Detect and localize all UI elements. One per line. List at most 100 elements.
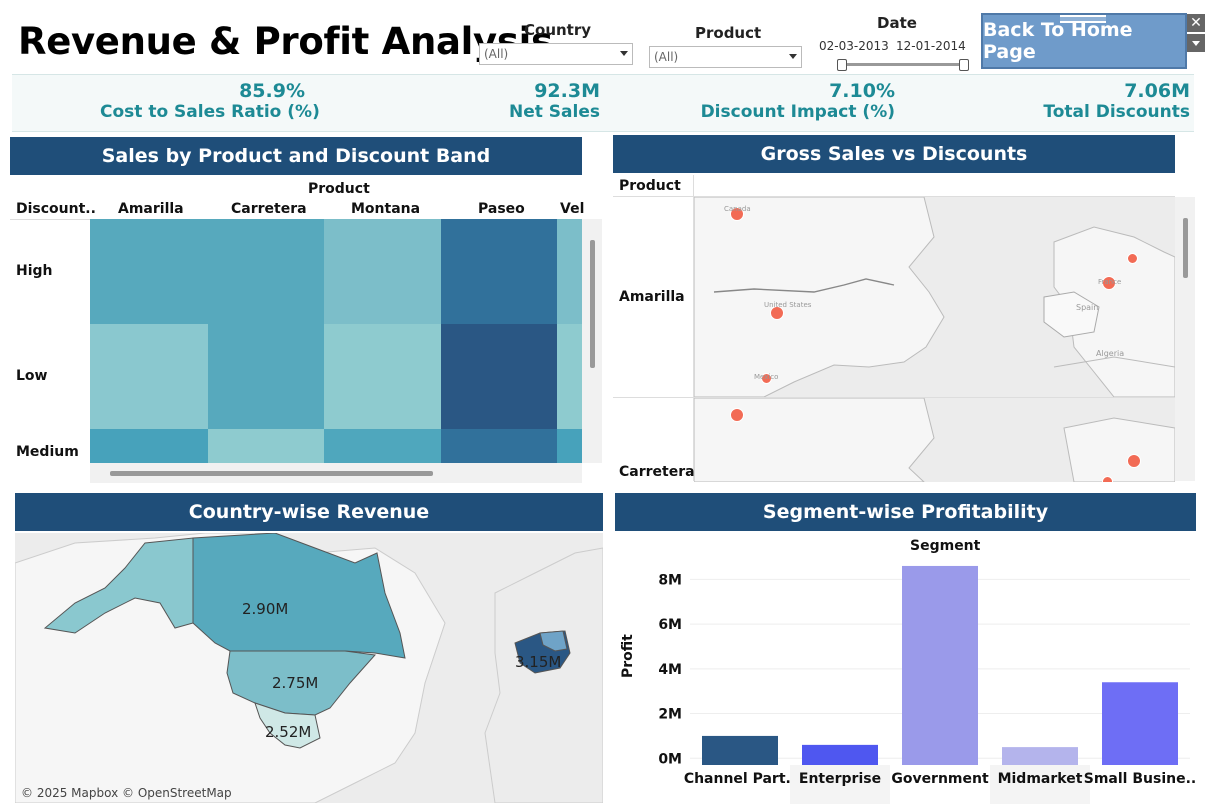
kpi-label: Total Discounts: [1043, 102, 1190, 122]
kpi-net-sales: 92.3M Net Sales: [395, 80, 600, 122]
date-slider-start-handle[interactable]: [837, 59, 847, 71]
category-label: Enterprise: [799, 771, 881, 787]
segment-bar-chart: 0M 2M 4M 6M 8M Channel Part.. Enterprise Govern…: [658, 565, 1196, 804]
map-point[interactable]: [770, 306, 784, 320]
page-title: Revenue & Profit Analysis: [18, 20, 553, 63]
map-point[interactable]: [1102, 276, 1116, 290]
bar-government[interactable]: [902, 565, 978, 765]
map-point[interactable]: [761, 373, 772, 384]
country-map-label-mexico: 2.52M: [265, 723, 312, 741]
gross-map-amarilla[interactable]: Canada United States Mexico France Spain…: [694, 197, 1175, 397]
kpi-discount-impact: 7.10% Discount Impact (%): [690, 80, 895, 122]
category-label: Midmarket: [998, 771, 1083, 787]
kpi-value: 7.06M: [1124, 80, 1190, 102]
category-label: Small Busine..: [1084, 771, 1196, 787]
bar-channel-part-[interactable]: [702, 735, 778, 765]
country-filter-label: Country: [524, 21, 592, 39]
y-tick-label: 0M: [658, 751, 682, 767]
chevron-down-icon[interactable]: [1187, 34, 1205, 52]
y-tick-label: 8M: [658, 572, 682, 588]
heatmap-cell[interactable]: [208, 324, 324, 429]
heatmap-cell[interactable]: [441, 219, 557, 324]
heatmap-row-high: High: [16, 263, 53, 279]
heatmap-vertical-scroll-thumb[interactable]: [590, 240, 595, 368]
kpi-label: Cost to Sales Ratio (%): [100, 102, 320, 122]
category-label: Channel Part..: [684, 771, 796, 787]
gross-map-carretera[interactable]: [694, 398, 1175, 482]
kpi-value: 85.9%: [239, 80, 305, 102]
heatmap-cell[interactable]: [441, 324, 557, 429]
gross-map-row-header: Product: [619, 178, 681, 194]
heatmap-row-medium: Medium: [16, 444, 79, 460]
heatmap-cell[interactable]: [208, 219, 324, 324]
drag-handle-icon[interactable]: [1060, 15, 1106, 23]
date-start: 02-03-2013: [819, 39, 889, 53]
map-place-label: Algeria: [1096, 349, 1125, 358]
map-place-label: Mexico: [754, 373, 779, 381]
bar-small-busine-[interactable]: [1102, 682, 1178, 765]
date-slider-track[interactable]: [838, 63, 966, 66]
heatmap-col-vel: Vel: [560, 201, 585, 217]
map-place-label: France: [1098, 278, 1122, 286]
kpi-label: Discount Impact (%): [700, 102, 895, 122]
heatmap-cell[interactable]: [557, 429, 582, 463]
heatmap-col-amarilla: Amarilla: [118, 201, 184, 217]
segment-chart-title: Segment-wise Profitability: [615, 493, 1196, 531]
gross-map-scrollbar[interactable]: [1175, 197, 1195, 481]
kpi-total-discounts: 7.06M Total Discounts: [985, 80, 1190, 122]
gross-map-row-amarilla: Amarilla: [619, 289, 685, 305]
heatmap-cell[interactable]: [90, 324, 208, 429]
heatmap-cell[interactable]: [441, 429, 557, 463]
bar-midmarket[interactable]: [1002, 747, 1078, 765]
product-filter-label: Product: [695, 24, 762, 42]
gross-map-title: Gross Sales vs Discounts: [613, 135, 1175, 173]
map-place-label: Canada: [724, 205, 751, 213]
product-filter-value: (All): [654, 50, 679, 64]
heatmap-cell[interactable]: [324, 429, 441, 463]
country-map-label-europe: 3.15M: [515, 653, 562, 671]
chevron-down-icon: [789, 54, 797, 59]
heatmap-row-low: Low: [16, 368, 48, 384]
heatmap-cell[interactable]: [557, 219, 582, 324]
bar-enterprise[interactable]: [802, 744, 878, 765]
y-tick-label: 2M: [658, 707, 682, 723]
date-end: 12-01-2014: [896, 39, 966, 53]
country-filter-select[interactable]: (All): [479, 43, 633, 65]
country-filter-value: (All): [484, 47, 509, 61]
country-map-title: Country-wise Revenue: [15, 493, 603, 531]
heatmap-cell[interactable]: [90, 219, 208, 324]
segment-column-header: Segment: [910, 538, 981, 554]
map-point[interactable]: [1127, 454, 1141, 468]
heatmap-col-montana: Montana: [351, 201, 421, 217]
date-filter-label: Date: [877, 14, 917, 32]
heatmap-grid: [90, 219, 582, 463]
country-map[interactable]: 2.90M 2.75M 2.52M 3.15M © 2025 Mapbox © …: [15, 533, 603, 803]
heatmap-cell[interactable]: [90, 429, 208, 463]
heatmap-row-header: Discount..: [16, 201, 96, 217]
heatmap-cell[interactable]: [208, 429, 324, 463]
heatmap-col-paseo: Paseo: [478, 201, 525, 217]
map-point[interactable]: [730, 207, 744, 221]
heatmap-column-group: Product: [308, 181, 370, 197]
country-map-label-usa: 2.75M: [272, 674, 319, 692]
map-point[interactable]: [1102, 476, 1113, 482]
heatmap-cell[interactable]: [557, 324, 582, 429]
heatmap-cell[interactable]: [324, 219, 441, 324]
map-point[interactable]: [730, 408, 744, 422]
category-band: [790, 765, 890, 804]
country-map-label-canada: 2.90M: [242, 600, 289, 618]
date-slider-end-handle[interactable]: [959, 59, 969, 71]
heatmap-title: Sales by Product and Discount Band: [10, 137, 582, 175]
map-point[interactable]: [1127, 253, 1138, 264]
gross-map-scroll-thumb[interactable]: [1183, 218, 1188, 278]
close-icon[interactable]: ✕: [1187, 14, 1205, 32]
heatmap-horizontal-scroll-thumb[interactable]: [110, 471, 433, 476]
heatmap-col-carretera: Carretera: [231, 201, 307, 217]
kpi-band: [12, 74, 1194, 132]
map-place-label: United States: [764, 301, 812, 309]
heatmap-cell[interactable]: [324, 324, 441, 429]
kpi-value: 92.3M: [534, 80, 600, 102]
kpi-value: 7.10%: [829, 80, 895, 102]
map-credit: © 2025 Mapbox © OpenStreetMap: [21, 786, 232, 800]
product-filter-select[interactable]: (All): [649, 46, 802, 68]
